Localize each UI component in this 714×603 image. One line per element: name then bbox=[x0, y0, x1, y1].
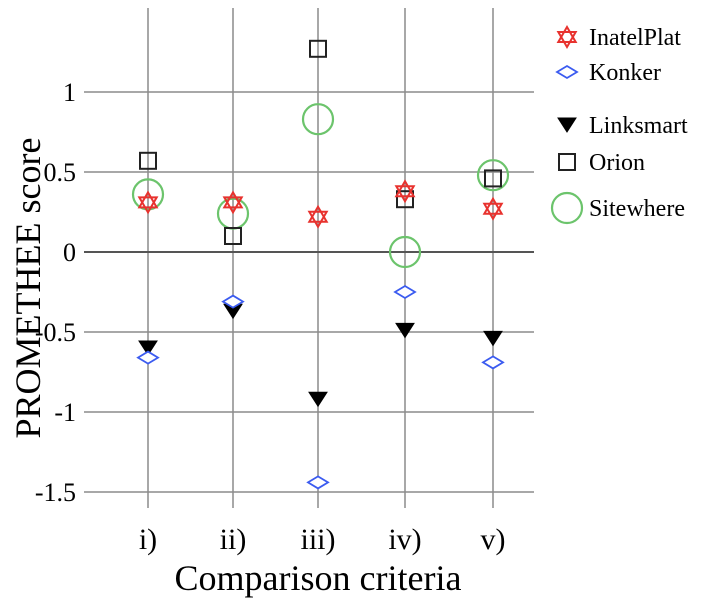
legend-item-inatelplat: InatelPlat bbox=[556, 25, 681, 51]
legend-marker-inatelplat bbox=[556, 25, 578, 49]
linksmart-point-5 bbox=[483, 330, 503, 347]
tick-layer: 1 0.5 0 -0.5 -1 -1.5 i) ii) iii) iv) v) bbox=[35, 78, 506, 556]
konker-point-2 bbox=[221, 294, 245, 309]
konker-point-5 bbox=[481, 355, 505, 370]
linksmart-point-1 bbox=[138, 340, 158, 356]
y-tick-label: 0.5 bbox=[44, 158, 77, 187]
x-tick-label: v) bbox=[481, 523, 506, 556]
orion-point-1 bbox=[139, 151, 157, 170]
x-axis-title: Comparison criteria bbox=[175, 558, 462, 598]
legend: InatelPlat Konker Linksmart Orion Sitewhere bbox=[550, 25, 688, 225]
y-tick-label: 0 bbox=[63, 238, 76, 267]
legend-label-orion: Orion bbox=[589, 150, 645, 176]
inatelplat-point-1 bbox=[137, 190, 159, 215]
legend-marker-linksmart bbox=[557, 117, 577, 133]
y-axis-title: PROMETHEE score bbox=[8, 138, 48, 439]
legend-item-orion: Orion bbox=[558, 150, 645, 176]
y-tick-label: -1 bbox=[54, 398, 76, 427]
linksmart-point-4 bbox=[395, 322, 415, 339]
orion-point-4 bbox=[396, 190, 414, 209]
x-tick-label: iii) bbox=[301, 523, 336, 556]
x-tick-label: ii) bbox=[220, 523, 247, 556]
legend-item-sitewhere: Sitewhere bbox=[550, 191, 685, 225]
sitewhere-point-5 bbox=[476, 159, 510, 192]
y-tick-label: 1 bbox=[63, 78, 76, 107]
legend-label-linksmart: Linksmart bbox=[589, 113, 688, 139]
inatelplat-point-5 bbox=[482, 196, 504, 221]
marker-layer bbox=[131, 39, 510, 490]
konker-point-4 bbox=[393, 284, 417, 300]
konker-point-3 bbox=[306, 475, 330, 490]
inatelplat-point-4 bbox=[394, 179, 416, 204]
legend-marker-sitewhere bbox=[550, 191, 584, 225]
orion-point-3 bbox=[309, 39, 327, 58]
legend-label-sitewhere: Sitewhere bbox=[589, 196, 685, 222]
konker-point-1 bbox=[136, 350, 160, 365]
orion-point-5 bbox=[484, 169, 502, 188]
sitewhere-point-1 bbox=[131, 178, 165, 211]
x-tick-label: i) bbox=[139, 523, 157, 556]
x-tick-label: iv) bbox=[388, 523, 421, 556]
sitewhere-point-4 bbox=[388, 235, 422, 269]
y-tick-label: -1.5 bbox=[35, 478, 76, 507]
linksmart-point-3 bbox=[308, 391, 328, 408]
legend-marker-konker bbox=[555, 64, 579, 80]
legend-label-inatelplat: InatelPlat bbox=[589, 25, 681, 51]
legend-item-linksmart: Linksmart bbox=[557, 113, 688, 139]
legend-label-konker: Konker bbox=[589, 60, 661, 86]
sitewhere-point-3 bbox=[301, 103, 335, 136]
legend-marker-orion bbox=[558, 153, 576, 171]
inatelplat-point-3 bbox=[307, 204, 329, 229]
orion-point-2 bbox=[224, 227, 242, 245]
inatelplat-point-2 bbox=[222, 190, 244, 215]
y-tick-label: -0.5 bbox=[35, 318, 76, 347]
legend-item-konker: Konker bbox=[555, 60, 661, 86]
grid-layer bbox=[84, 8, 534, 508]
